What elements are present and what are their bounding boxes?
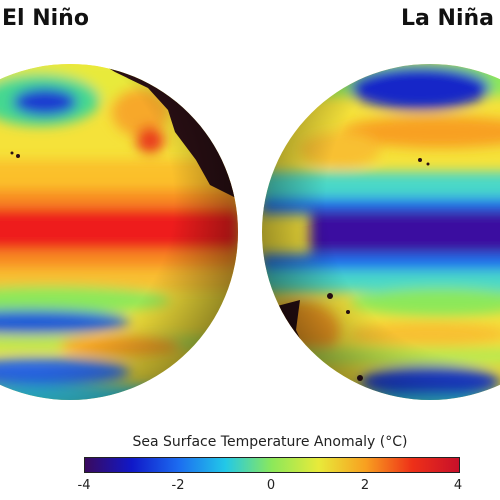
colorbar-tick-label: 2 <box>360 478 370 493</box>
colorbar-tick-label: 4 <box>453 478 463 493</box>
colorbar-tick-label: -4 <box>77 478 91 493</box>
la-nina-globe <box>262 64 500 400</box>
la-nina-title: La Niña <box>401 6 494 31</box>
colorbar-label: Sea Surface Temperature Anomaly (°C) <box>132 434 408 450</box>
colorbar-tick-label: -2 <box>171 478 185 493</box>
colorbar-tick-label: 0 <box>266 478 276 493</box>
el-nino-title: El Niño <box>2 6 89 31</box>
colorbar <box>84 457 460 473</box>
el-nino-globe <box>0 64 238 400</box>
